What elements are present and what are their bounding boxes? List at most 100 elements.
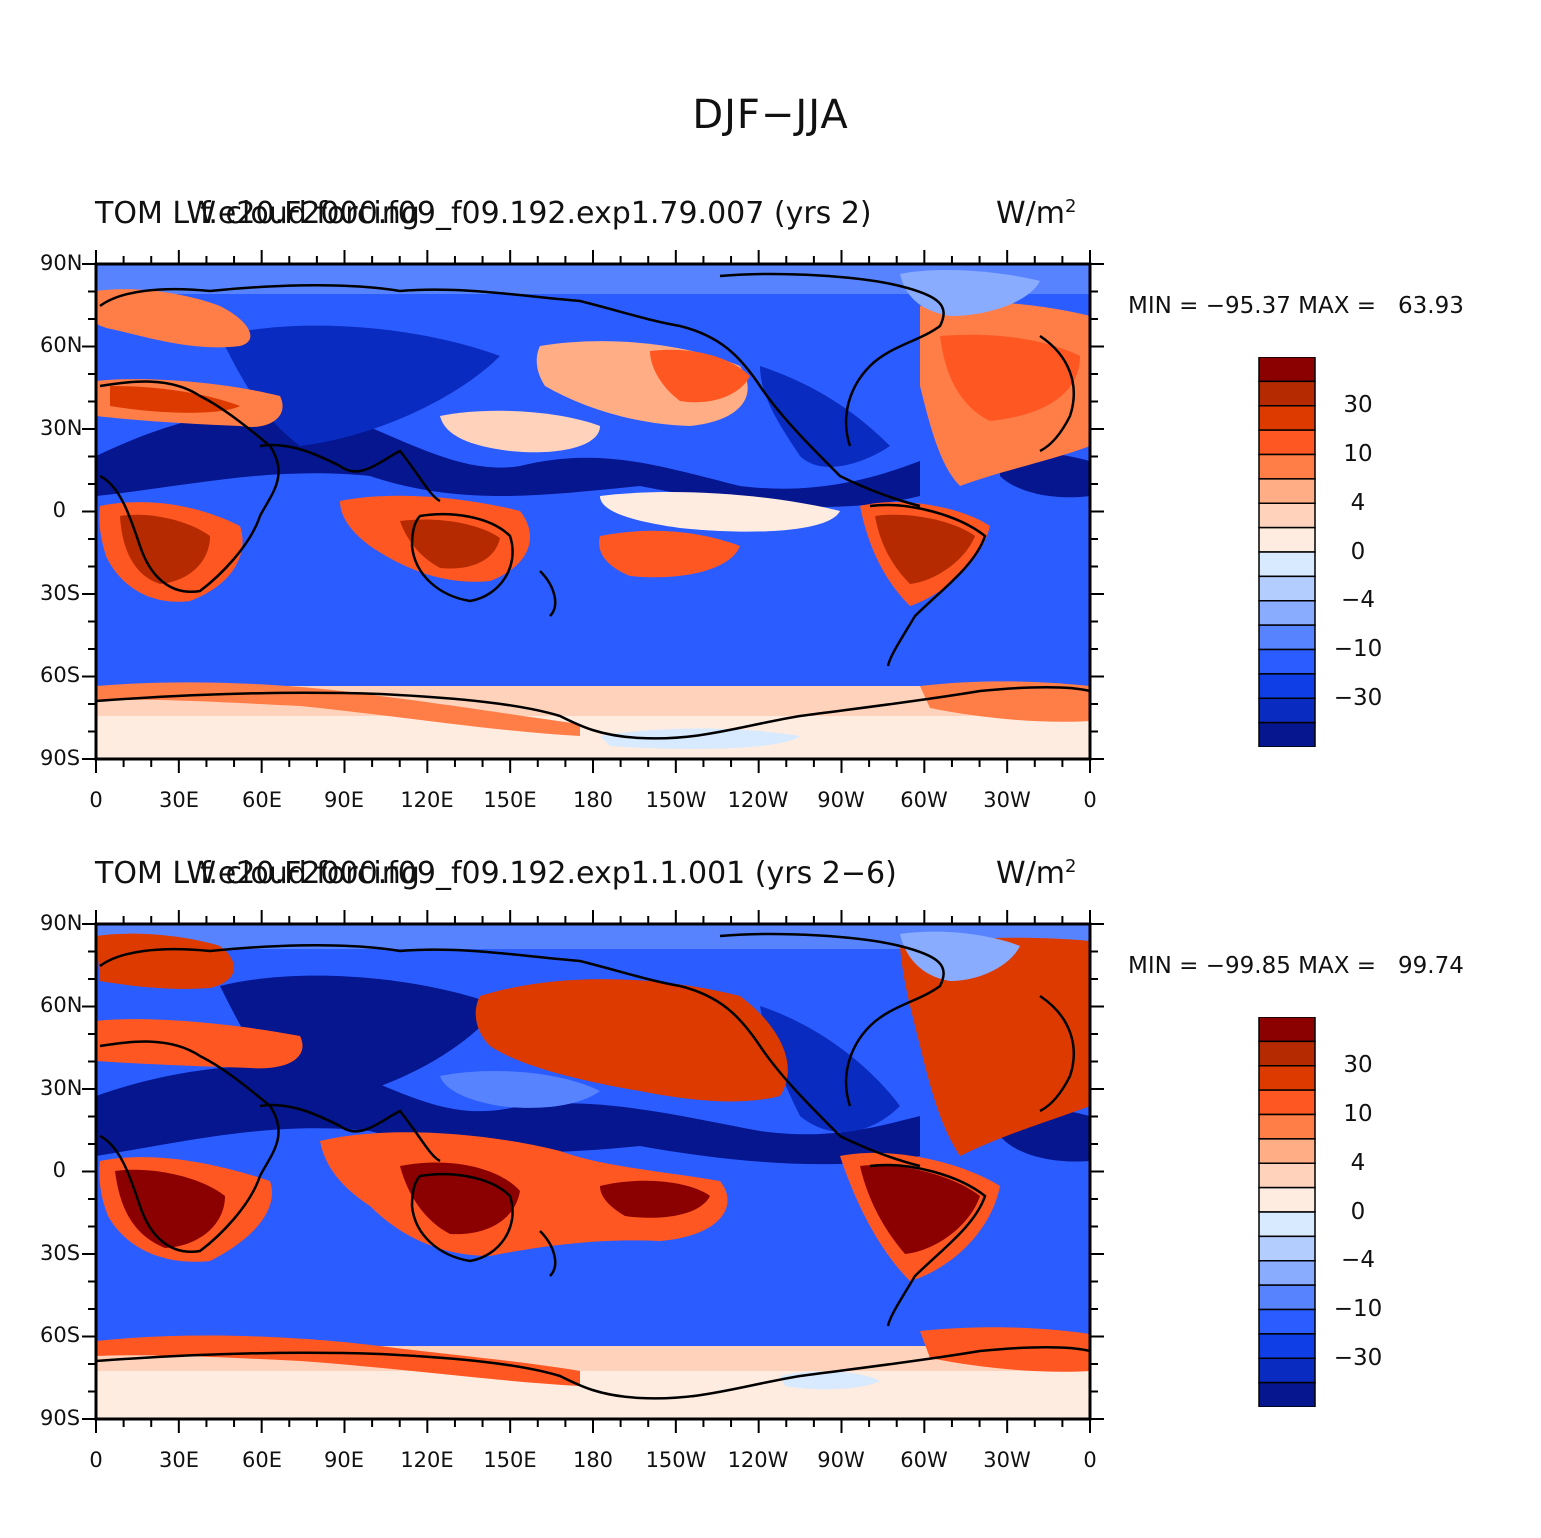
x-tick-label: 120E	[400, 1448, 454, 1472]
legend-label: 0	[1350, 539, 1366, 565]
y-tick-label: 60S	[40, 1323, 81, 1347]
legend-label: 0	[1350, 1199, 1366, 1225]
x-tick-label: 60E	[242, 1448, 282, 1472]
legend-label: −4	[1341, 587, 1375, 613]
legend-swatch	[1258, 380, 1316, 407]
min-value: MIN = −95.37	[1128, 293, 1291, 319]
legend-swatch	[1258, 1211, 1316, 1238]
x-tick-label: 120E	[400, 788, 454, 812]
legend-swatch	[1258, 1381, 1316, 1407]
y-tick-label: 90S	[40, 1406, 81, 1430]
map-panel-bottom: TOM LW cloud forcing f.e20.F2000.f09_f09…	[0, 856, 1541, 1496]
y-tick-label: 30N	[40, 1076, 83, 1100]
y-tick-label: 60S	[40, 663, 81, 687]
legend-swatch	[1258, 1162, 1316, 1189]
legend-swatch	[1258, 575, 1316, 602]
x-tick-label: 0	[89, 788, 103, 812]
legend-label: 30	[1343, 1052, 1373, 1078]
x-tick-label: 90W	[817, 788, 865, 812]
cloud-forcing-field	[96, 924, 1090, 1419]
legend-label: −10	[1333, 636, 1383, 662]
legend-swatch	[1258, 1357, 1316, 1384]
panel-left-title: TOM LW cloud forcing	[95, 856, 420, 891]
legend-swatch	[1258, 1235, 1316, 1262]
y-tick-label: 90N	[40, 251, 83, 275]
y-tick-label: 0	[52, 498, 66, 522]
legend-swatch	[1258, 405, 1316, 431]
legend-swatch	[1258, 697, 1316, 724]
y-tick-label: 90S	[40, 746, 81, 770]
legend-label: 10	[1343, 441, 1373, 467]
legend-swatch	[1258, 600, 1316, 626]
legend-label: 10	[1343, 1101, 1373, 1127]
legend-swatch	[1258, 673, 1316, 699]
x-tick-label: 180	[572, 788, 614, 812]
legend-swatch	[1258, 1138, 1316, 1164]
x-tick-label: 0	[1083, 788, 1097, 812]
legend-label: −4	[1341, 1247, 1375, 1273]
min-max-readout: MIN = −99.85 MAX = 99.74	[1128, 953, 1464, 979]
legend-swatch	[1258, 721, 1316, 747]
x-tick-label: 180	[572, 1448, 614, 1472]
cloud-forcing-field	[96, 264, 1090, 759]
legend-label: 4	[1350, 1150, 1366, 1176]
max-value: MAX = 63.93	[1298, 293, 1464, 319]
legend-label: 30	[1343, 392, 1373, 418]
x-tick-label: 120W	[727, 788, 789, 812]
coastlines	[96, 932, 1090, 1400]
legend-swatch	[1258, 1260, 1316, 1286]
color-legend	[1258, 357, 1316, 747]
x-tick-label: 0	[89, 1448, 103, 1472]
y-tick-label: 90N	[40, 911, 83, 935]
legend-swatch	[1258, 478, 1316, 504]
x-tick-label: 120W	[727, 1448, 789, 1472]
x-tick-label: 150W	[645, 788, 707, 812]
x-tick-label: 90E	[324, 788, 364, 812]
legend-label: −30	[1333, 1345, 1383, 1371]
x-tick-label: 150W	[645, 1448, 707, 1472]
x-tick-label: 150E	[483, 1448, 537, 1472]
legend-swatch	[1258, 624, 1316, 651]
x-tick-label: 90E	[324, 1448, 364, 1472]
y-tick-label: 0	[52, 1158, 66, 1182]
x-tick-label: 60E	[242, 788, 282, 812]
x-tick-label: 90W	[817, 1448, 865, 1472]
y-tick-label: 30S	[40, 1241, 81, 1265]
panel-center-title: f.e20.F2000.f09_f09.192.exp1.79.007 (yrs…	[200, 196, 872, 231]
x-tick-label: 0	[1083, 1448, 1097, 1472]
legend-label: 4	[1350, 490, 1366, 516]
x-tick-label: 30E	[159, 788, 199, 812]
legend-label: −10	[1333, 1296, 1383, 1322]
y-tick-label: 30N	[40, 416, 83, 440]
x-tick-label: 30W	[983, 788, 1031, 812]
map-panel-top: TOM LW cloud forcing f.e20.F2000.f09_f09…	[0, 196, 1541, 836]
legend-swatch	[1258, 357, 1316, 383]
legend-swatch	[1258, 551, 1316, 578]
legend-swatch	[1258, 648, 1316, 675]
x-tick-label: 30W	[983, 1448, 1031, 1472]
legend-swatch	[1258, 1333, 1316, 1359]
min-max-readout: MIN = −95.37 MAX = 63.93	[1128, 293, 1464, 319]
panel-units: W/m2	[996, 196, 1077, 231]
legend-swatch	[1258, 502, 1316, 529]
legend-swatch	[1258, 1284, 1316, 1311]
min-value: MIN = −99.85	[1128, 953, 1291, 979]
x-tick-label: 30E	[159, 1448, 199, 1472]
legend-swatch	[1258, 1089, 1316, 1116]
legend-swatch	[1258, 1113, 1316, 1140]
y-tick-label: 60N	[40, 993, 83, 1017]
legend-swatch	[1258, 453, 1316, 480]
panel-units: W/m2	[996, 856, 1077, 891]
legend-swatch	[1258, 1186, 1316, 1213]
map-plot: 90N 60N 30N 0 30S 60S 90S 0 30E 60E 90E …	[40, 906, 1120, 1486]
legend-swatch	[1258, 1017, 1316, 1043]
legend-swatch	[1258, 429, 1316, 456]
legend-swatch	[1258, 1065, 1316, 1091]
y-tick-label: 60N	[40, 333, 83, 357]
max-value: MAX = 99.74	[1298, 953, 1464, 979]
legend-swatch	[1258, 1308, 1316, 1335]
coastlines	[96, 272, 1090, 740]
x-tick-label: 60W	[900, 788, 948, 812]
figure-title: DJF−JJA	[692, 92, 849, 138]
legend-swatch	[1258, 1040, 1316, 1067]
